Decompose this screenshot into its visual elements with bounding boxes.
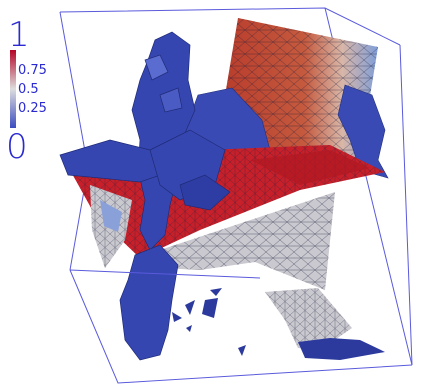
- colorbar-tick-025: 0.25: [18, 101, 47, 116]
- bottom-gray-patch: [265, 288, 385, 360]
- colorbar-min-label: 0: [6, 127, 28, 167]
- color-legend: 1 0.75 0.5 0.25 0: [0, 0, 60, 170]
- colorbar-tick-05: 0.5: [18, 82, 39, 97]
- blue-isosurface-column: [59, 31, 231, 361]
- gray-angled-slab: [90, 185, 335, 290]
- floating-fragments: [172, 288, 246, 356]
- bounding-box-front: [69, 44, 413, 384]
- colorbar-tick-075: 0.75: [18, 63, 47, 78]
- colorbar-max-label: 1: [8, 15, 30, 55]
- colorbar: [10, 50, 16, 128]
